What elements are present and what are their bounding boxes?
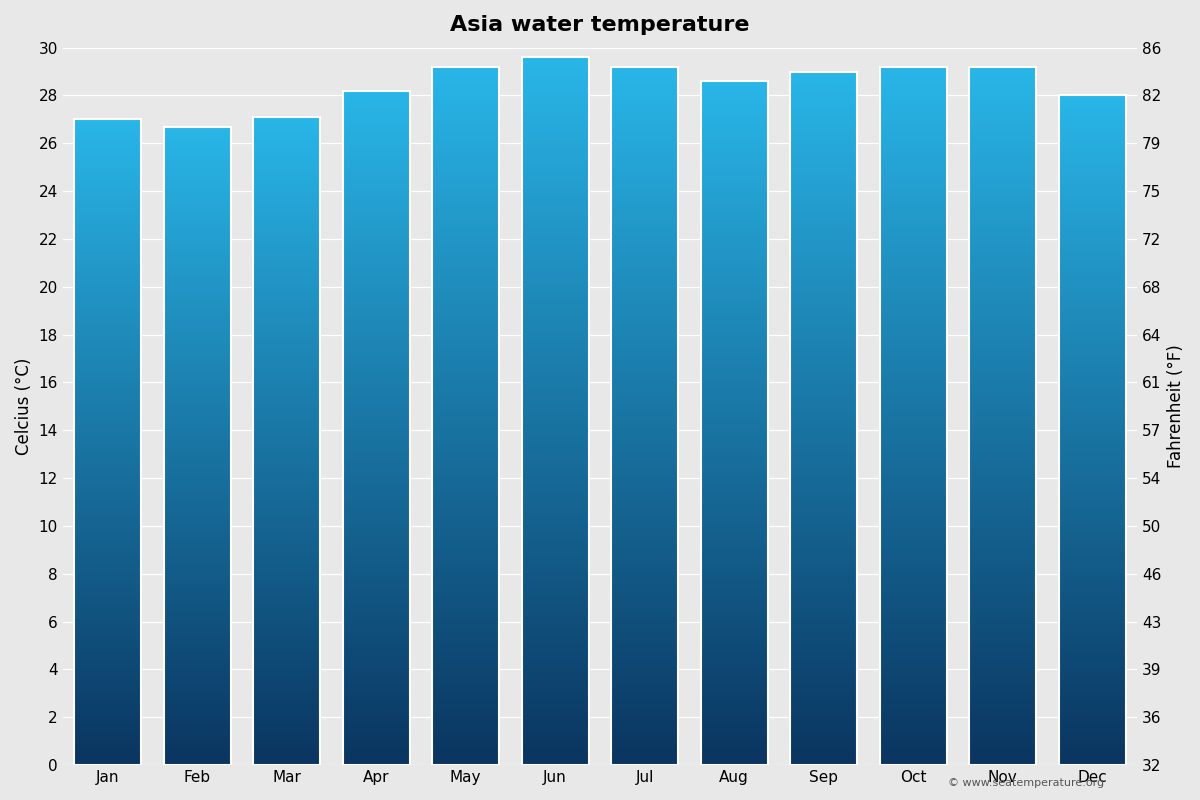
Title: Asia water temperature: Asia water temperature (450, 15, 750, 35)
Bar (253, 117, 320, 765)
Bar (74, 119, 142, 765)
Bar (432, 66, 499, 765)
Text: © www.seatemperature.org: © www.seatemperature.org (948, 778, 1104, 788)
Bar (701, 81, 768, 765)
Bar (790, 71, 857, 765)
Bar (880, 66, 947, 765)
Bar (970, 66, 1037, 765)
Bar (163, 126, 230, 765)
Bar (342, 90, 409, 765)
Y-axis label: Celcius (°C): Celcius (°C) (14, 358, 34, 455)
Bar (522, 58, 589, 765)
Bar (611, 66, 678, 765)
Y-axis label: Fahrenheit (°F): Fahrenheit (°F) (1166, 345, 1186, 468)
Bar (1058, 95, 1126, 765)
